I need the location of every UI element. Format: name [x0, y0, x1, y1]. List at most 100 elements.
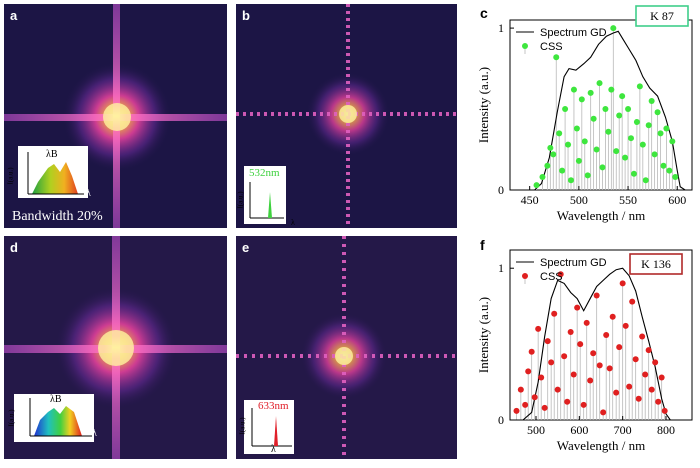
css-point [567, 328, 574, 335]
css-point [525, 368, 532, 375]
diffraction-image-d: d λB I(a.u.) λ [4, 236, 227, 459]
css-point [593, 146, 600, 153]
diffraction-image-b: b 532nm I(a.u.) λ [236, 4, 457, 228]
panel-label: f [480, 237, 485, 253]
legend-marker-swatch [522, 43, 528, 49]
css-point [544, 338, 551, 345]
css-point [559, 167, 566, 174]
css-point [587, 377, 594, 384]
css-point [639, 141, 646, 148]
spectrum-chart-c: 450 500 550 600 0 1 Wavelength / nm Intensity (… [466, 0, 700, 232]
inset-ylabel: I(a.u.) [6, 167, 15, 185]
css-point [636, 83, 643, 90]
x-tick-label: 600 [570, 423, 588, 437]
css-point [590, 350, 597, 357]
css-point [658, 374, 665, 381]
panel-label: e [242, 240, 250, 255]
css-point [651, 151, 658, 158]
diffraction-image-a: a λB I(a.u.) λ Bandwidth 20% [4, 4, 227, 228]
y-tick-label: 1 [498, 261, 504, 275]
css-point [609, 313, 616, 320]
plot-frame [509, 249, 693, 421]
chart-f-svg: 500 600 700 800 0 1 Wavelength / nm Intensity (… [476, 237, 693, 453]
inset-ylabel: I(a.u.) [236, 191, 245, 209]
css-point [605, 128, 612, 135]
css-point [657, 130, 664, 137]
bandwidth-caption: Bandwidth 20% [12, 209, 103, 224]
css-point [562, 106, 569, 113]
css-point [619, 93, 626, 100]
css-point [606, 365, 613, 372]
css-point [648, 386, 655, 393]
css-point [596, 80, 603, 87]
k-badge [629, 253, 683, 275]
css-point [547, 144, 554, 151]
css-point [648, 97, 655, 104]
css-point [633, 119, 640, 125]
x-tick-label: 500 [570, 193, 588, 207]
css-point [661, 407, 668, 414]
x-tick-label: 450 [521, 193, 539, 207]
x-axis-label: Wavelength / nm [557, 208, 646, 223]
css-point [672, 174, 679, 181]
k-badge-label: K 136 [641, 257, 671, 271]
css-point [544, 162, 551, 169]
css-point [666, 167, 673, 174]
x-tick-label: 600 [668, 193, 686, 207]
x-tick-label: 550 [619, 193, 637, 207]
y-axis-label: Intensity (a.u.) [476, 297, 491, 373]
panel-label: a [10, 8, 18, 23]
inset-xlabel: λ [291, 218, 295, 227]
legend-label: Spectrum GD [540, 27, 607, 39]
css-point [541, 404, 548, 411]
css-point [616, 112, 623, 119]
css-point [642, 177, 649, 184]
css-point [626, 383, 633, 390]
css-point [608, 86, 615, 93]
inset-ylabel: I(a.u.) [238, 417, 247, 435]
css-point [625, 106, 632, 113]
css-point [561, 353, 568, 360]
inset-peak-label: λB [46, 149, 58, 160]
css-point [660, 162, 667, 169]
css-point [570, 371, 577, 378]
css-point [564, 398, 571, 405]
css-point [645, 347, 652, 354]
x-tick-label: 700 [614, 423, 632, 437]
css-point [602, 106, 609, 113]
panel-label: d [10, 240, 18, 255]
css-point [535, 325, 542, 332]
k-badge [635, 5, 689, 27]
y-tick-label: 0 [498, 413, 504, 427]
plot-frame [509, 19, 693, 191]
css-point [622, 322, 629, 329]
css-point [655, 398, 662, 405]
spectrum-chart-f: 500 600 700 800 0 1 Wavelength / nm Intensity (… [466, 232, 700, 463]
css-point [556, 130, 563, 137]
y-tick-label: 0 [498, 183, 504, 197]
inset-peak-label: 532nm [249, 167, 280, 179]
css-point [567, 177, 574, 184]
chart-c-svg: 450 500 550 600 0 1 Wavelength / nm Intensity (… [476, 5, 693, 223]
css-point [632, 356, 639, 363]
css-point [619, 280, 626, 287]
y-axis-label: Intensity (a.u.) [476, 67, 491, 143]
css-point [642, 371, 649, 378]
css-point [652, 359, 659, 366]
css-point [587, 89, 594, 96]
css-point [639, 333, 646, 340]
panel-label: b [242, 8, 250, 23]
x-axis-label: Wavelength / nm [557, 438, 646, 453]
css-point [538, 374, 545, 381]
css-point [513, 407, 520, 414]
css-point [630, 170, 637, 177]
x-tick-label: 800 [657, 423, 675, 437]
css-point [610, 25, 617, 32]
css-point [548, 359, 555, 366]
diffraction-image-e: e 633nm I(a.u.) λ [236, 236, 457, 459]
css-point [603, 332, 610, 338]
css-point [635, 395, 642, 402]
spectrum-line [510, 30, 692, 191]
panel-label: c [480, 5, 488, 21]
css-point [573, 125, 580, 132]
